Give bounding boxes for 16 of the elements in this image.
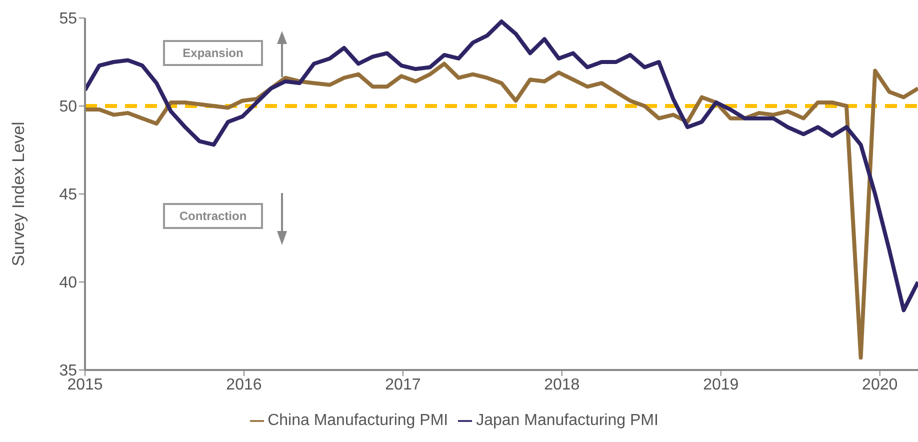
- y-tick-label: 50: [59, 98, 78, 116]
- x-tick-label: 2020: [862, 376, 898, 394]
- y-tick-label: 55: [59, 10, 78, 28]
- annotation: Expansion: [163, 40, 263, 66]
- x-tick-label: 2018: [544, 376, 580, 394]
- line-series: [85, 20, 918, 312]
- y-tick-label: 45: [59, 186, 78, 204]
- legend-label: China Manufacturing PMI: [268, 412, 448, 429]
- y-axis-title: Survey Index Level: [9, 122, 28, 266]
- y-tick-label: 40: [59, 274, 78, 292]
- x-tick-label: 2016: [226, 376, 262, 394]
- x-tick-label: 2019: [703, 376, 739, 394]
- annotation: Contraction: [163, 203, 263, 229]
- line-series: [85, 62, 918, 360]
- legend-label: Japan Manufacturing PMI: [476, 412, 658, 429]
- x-tick-label: 2017: [385, 376, 421, 394]
